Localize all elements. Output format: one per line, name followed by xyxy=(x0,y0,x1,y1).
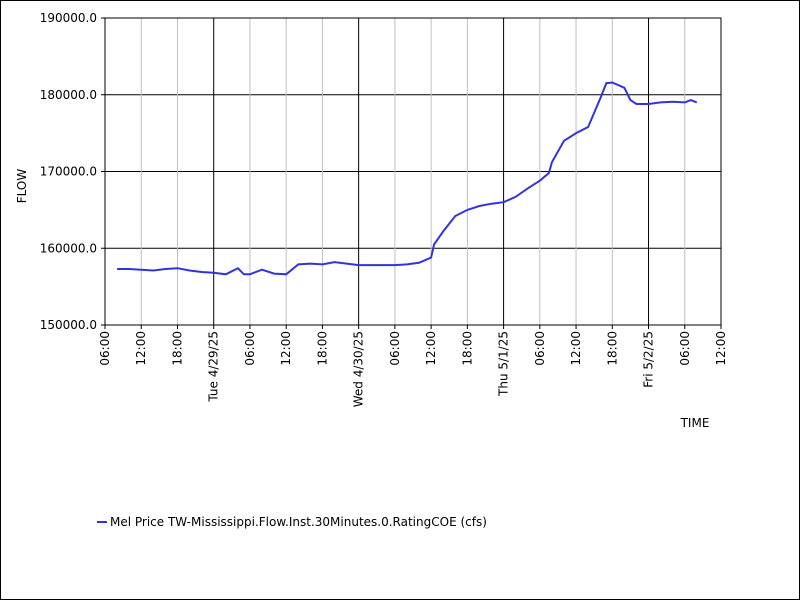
x-tick-label: 18:00 xyxy=(460,331,474,366)
series-line xyxy=(117,81,698,276)
y-axis-title: FLOW xyxy=(15,169,29,204)
y-tick-label: 160000.0 xyxy=(40,241,97,255)
x-tick-label: 06:00 xyxy=(388,331,402,366)
x-tick-label: 06:00 xyxy=(98,331,112,366)
x-tick-label: Fri 5/2/25 xyxy=(642,331,656,388)
x-tick-label: 12:00 xyxy=(714,331,728,366)
x-tick-label: 18:00 xyxy=(170,331,184,366)
x-axis-title: TIME xyxy=(680,416,710,430)
x-tick-label: 12:00 xyxy=(134,331,148,366)
x-tick-label: 12:00 xyxy=(279,331,293,366)
x-tick-label: Thu 5/1/25 xyxy=(497,331,511,397)
y-tick-label: 180000.0 xyxy=(40,88,97,102)
x-tick-label: Tue 4/29/25 xyxy=(207,331,221,403)
legend-label: Mel Price TW-Mississippi.Flow.Inst.30Min… xyxy=(110,515,487,529)
x-tick-label: 12:00 xyxy=(569,331,583,366)
x-tick-label: Wed 4/30/25 xyxy=(352,331,366,407)
y-tick-label: 170000.0 xyxy=(40,165,97,179)
x-tick-label: 12:00 xyxy=(424,331,438,366)
x-tick-label: 18:00 xyxy=(315,331,329,366)
y-tick-label: 190000.0 xyxy=(40,11,97,25)
x-tick-label: 06:00 xyxy=(243,331,257,366)
x-tick-label: 06:00 xyxy=(533,331,547,366)
y-tick-label: 150000.0 xyxy=(40,318,97,332)
x-tick-label: 18:00 xyxy=(605,331,619,366)
x-tick-label: 06:00 xyxy=(678,331,692,366)
